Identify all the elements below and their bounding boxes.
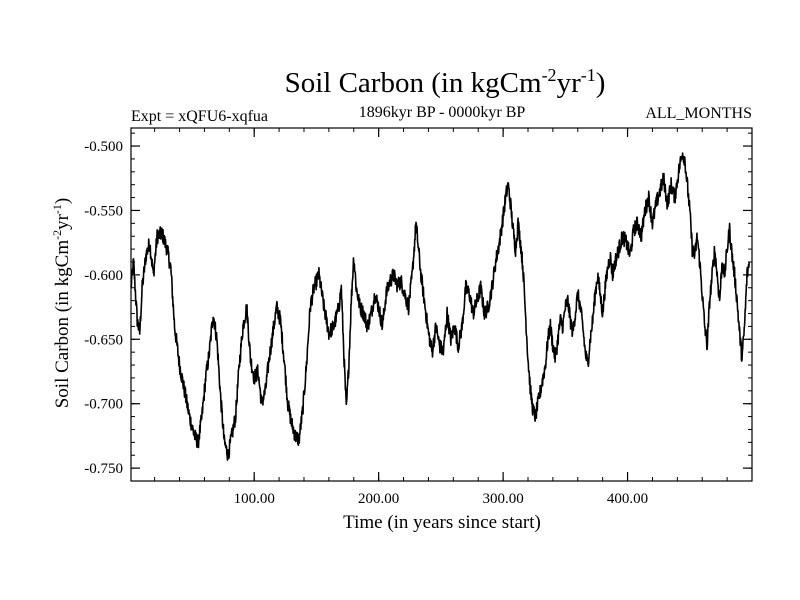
chart-title-main: Soil Carbon (in kgCm xyxy=(285,67,542,99)
plot-frame xyxy=(130,127,753,482)
y-tick-label: -0.600 xyxy=(84,268,123,284)
y-axis: -0.500 -0.550 -0.600 -0.650 -0.700 -0.750 xyxy=(84,132,752,482)
y-tick-label: -0.550 xyxy=(84,203,123,219)
y-tick-label: -0.750 xyxy=(84,461,123,477)
y-tick-label: -0.650 xyxy=(84,332,123,348)
chart-title-sup2: -1 xyxy=(581,65,596,85)
subtitle-time-range: 1896kyr BP - 0000kyr BP xyxy=(359,104,526,121)
y-axis-label-sup1: -2 xyxy=(50,230,64,240)
x-axis-label: Time (in years since start) xyxy=(343,512,541,533)
y-axis-label-close: ) xyxy=(52,198,73,204)
y-axis-label-sup2: -1 xyxy=(50,204,64,214)
x-tick-label: 100.00 xyxy=(234,491,275,507)
x-axis: 100.00 200.00 300.00 400.00 xyxy=(154,128,728,507)
series-group xyxy=(130,152,750,461)
chart-title: Soil Carbon (in kgCm-2yr-1) xyxy=(285,65,606,99)
y-tick-label: -0.700 xyxy=(84,397,123,413)
chart-title-sup1: -2 xyxy=(542,65,557,85)
y-axis-label-main: Soil Carbon (in kgCm xyxy=(52,240,73,409)
subtitle-experiment: Expt = xQFU6-xqfua xyxy=(131,108,268,125)
x-tick-label: 300.00 xyxy=(482,491,523,507)
chart-title-close: ) xyxy=(596,67,606,99)
x-tick-label: 400.00 xyxy=(607,491,648,507)
series-line-soil-carbon xyxy=(130,152,750,461)
y-tick-label: -0.500 xyxy=(84,139,123,155)
subtitle-months: ALL_MONTHS xyxy=(645,105,752,122)
x-tick-label: 200.00 xyxy=(358,491,399,507)
y-axis-label-mid: yr xyxy=(52,213,73,230)
y-axis-label: Soil Carbon (in kgCm-2yr-1) xyxy=(50,198,73,409)
chart-title-mid: yr xyxy=(557,67,582,99)
